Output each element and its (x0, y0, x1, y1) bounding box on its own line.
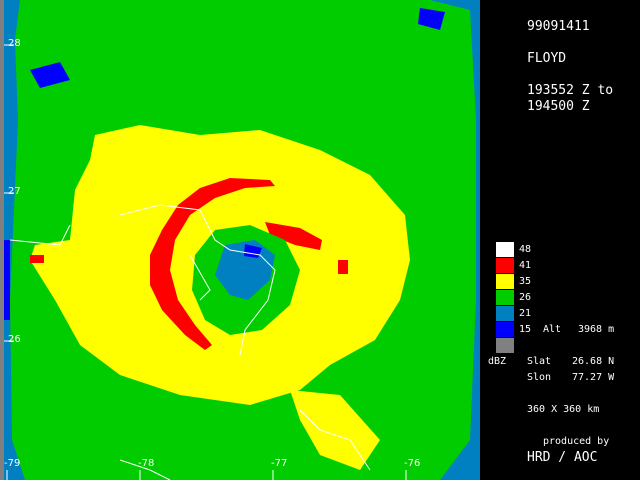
legend-label-26: 26 (519, 292, 532, 303)
time-range-start: 193552 Z to (527, 83, 614, 98)
slon-value: 77.27 W (572, 372, 615, 383)
legend-swatch-41 (496, 258, 514, 273)
altitude-value: 3968 m (578, 324, 615, 335)
echo-35dbz-band-south (290, 390, 380, 470)
slon-label: Slon (527, 372, 552, 383)
legend-swatch-26 (496, 290, 514, 305)
legend-swatch-21 (496, 306, 514, 321)
credit-line-1: produced by (543, 436, 610, 447)
lon-label-78: -78 (138, 458, 155, 469)
no-data-west-strip (0, 0, 4, 480)
echo-41dbz-cell-west (30, 255, 44, 263)
echo-15dbz-nw (30, 62, 70, 88)
legend-label-21: 21 (519, 308, 532, 319)
echo-15dbz-west (4, 240, 10, 320)
eyewall-41dbz (150, 178, 275, 350)
domain-size: 360 X 360 km (527, 404, 600, 415)
lon-label-77: -77 (271, 458, 288, 469)
lon-label-79: -79 (4, 458, 21, 469)
legend-swatch-nodata (496, 338, 514, 353)
legend-swatch-48 (496, 242, 514, 257)
lon-label-76: -76 (404, 458, 421, 469)
coastline (9, 204, 371, 480)
time-range-end: 194500 Z (527, 99, 590, 114)
echo-15dbz-ne (418, 8, 445, 30)
legend-label-15: 15 (519, 324, 532, 335)
radar-reflectivity-map (0, 0, 480, 480)
date-code: 99091411 (527, 19, 590, 34)
altitude-label: Alt (543, 324, 562, 335)
lat-label-28: 28 (8, 38, 21, 49)
credit-line-2: HRD / AOC (527, 450, 598, 465)
info-panel (480, 0, 640, 480)
legend-swatch-35 (496, 274, 514, 289)
legend-label-35: 35 (519, 276, 532, 287)
slat-value: 26.68 N (572, 356, 615, 367)
slat-label: Slat (527, 356, 552, 367)
lat-label-26: 26 (8, 334, 21, 345)
unit-label: dBZ (488, 356, 507, 367)
lat-label-27: 27 (8, 186, 21, 197)
legend-swatch-15 (496, 322, 514, 337)
storm-name: FLOYD (527, 51, 567, 66)
legend-label-48: 48 (519, 244, 532, 255)
legend-label-41: 41 (519, 260, 532, 271)
echo-41dbz-cell (338, 260, 348, 274)
eyewall-41dbz-east (265, 222, 322, 250)
